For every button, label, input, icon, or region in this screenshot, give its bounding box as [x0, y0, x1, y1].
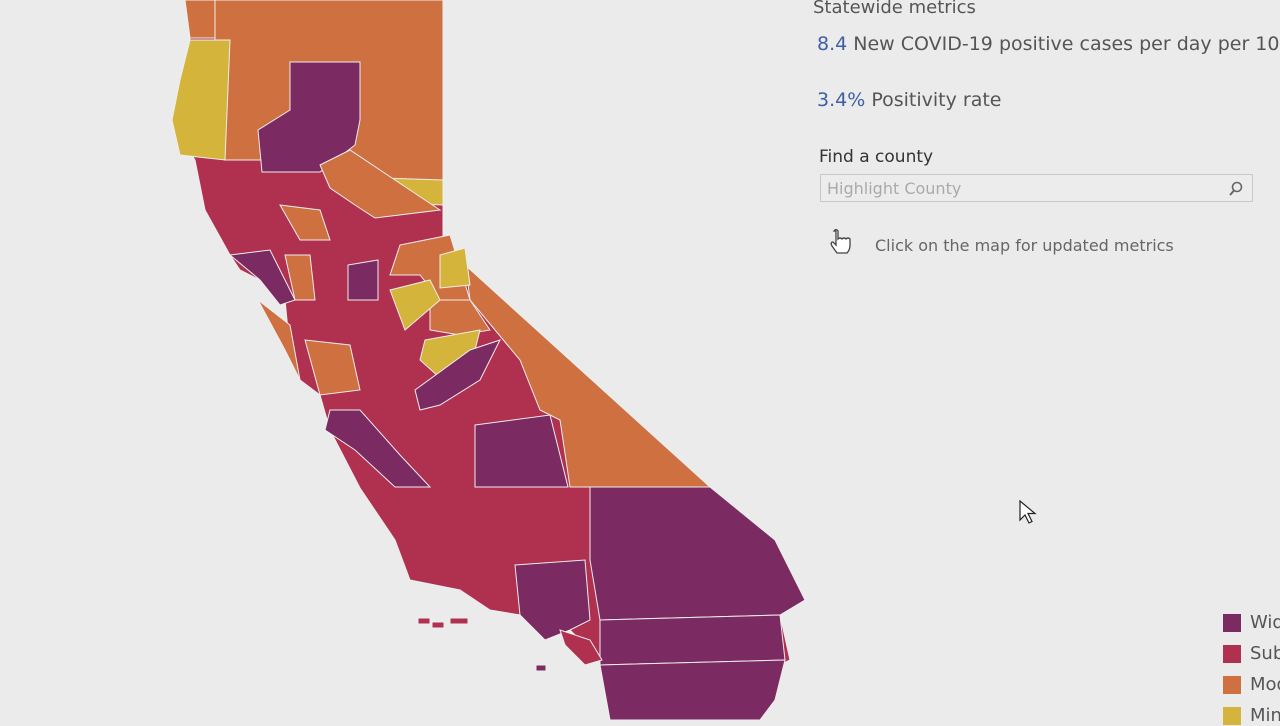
metric-value: 8.4 [817, 33, 848, 55]
mouse-cursor [1019, 500, 1037, 524]
search-box[interactable]: Highlight County [820, 174, 1253, 202]
search-placeholder: Highlight County [827, 179, 962, 198]
legend-label: Sub [1250, 643, 1280, 664]
legend-label: Min [1250, 705, 1280, 726]
hint-text: Click on the map for updated metrics [875, 236, 1174, 255]
metric-value: 3.4% [817, 89, 866, 111]
legend-swatch [1223, 645, 1241, 663]
california-map[interactable] [0, 0, 820, 720]
metric-label: New COVID-19 positive cases per day per … [853, 33, 1280, 55]
legend-label: Wid [1250, 612, 1280, 633]
hand-icon [830, 228, 851, 254]
metric: 8.4 New COVID-19 positive cases per day … [817, 33, 1280, 55]
metric-label: Positivity rate [871, 89, 1002, 111]
legend-label: Mod [1250, 674, 1280, 695]
metric: 3.4% Positivity rate [817, 89, 1002, 111]
search-icon[interactable] [1228, 181, 1244, 197]
legend-swatch [1223, 707, 1241, 725]
legend-swatch [1223, 614, 1241, 632]
panel-title: Statewide metrics [813, 0, 976, 18]
search-label: Find a county [819, 147, 934, 167]
legend-swatch [1223, 676, 1241, 694]
